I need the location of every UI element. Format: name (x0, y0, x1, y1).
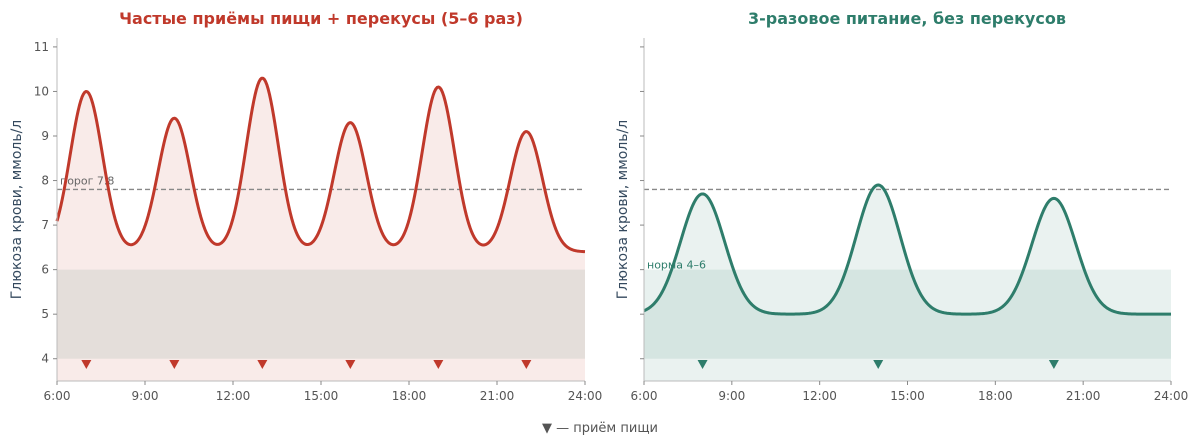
x-tick-label: 24:00 (1154, 389, 1189, 403)
normal-range-band (57, 269, 585, 359)
y-tick-label: 6 (41, 263, 49, 277)
x-tick-label: 12:00 (802, 389, 837, 403)
glucose-curve (643, 183, 1172, 316)
chart-title: Частые приёмы пищи + перекусы (5–6 раз) (119, 9, 523, 28)
meal-marker (521, 360, 532, 369)
meal-marker-legend: ▼ — приём пищи (542, 421, 658, 436)
meal-marker (697, 360, 708, 369)
x-tick-label: 21:00 (480, 389, 515, 403)
y-tick-label: 4 (41, 352, 49, 366)
y-tick-label: 5 (41, 307, 49, 321)
normal-range-band (644, 269, 1171, 359)
normal-range-label: норма 4–6 (647, 259, 706, 272)
y-tick-label: 8 (41, 174, 49, 188)
x-tick-label: 15:00 (890, 389, 925, 403)
x-tick-label: 18:00 (978, 389, 1013, 403)
x-tick-label: 21:00 (1066, 389, 1101, 403)
threshold-label: порог 7.8 (60, 174, 114, 187)
chart-frequent-meals: Частые приёмы пищи + перекусы (5–6 раз) п… (9, 9, 602, 403)
meal-marker (81, 360, 92, 369)
glucose-area-fill (644, 185, 1171, 381)
meal-marker (1048, 360, 1059, 369)
x-tick-label: 6:00 (631, 389, 658, 403)
y-tick-label: 7 (41, 218, 49, 232)
meal-marker (257, 360, 268, 369)
y-tick-label: 10 (34, 84, 49, 98)
chart-three-meals: 3-разовое питание, без перекусов норма 4–… (615, 9, 1188, 403)
chart-title: 3-разовое питание, без перекусов (748, 9, 1066, 28)
x-tick-label: 6:00 (44, 389, 71, 403)
meal-marker (345, 360, 356, 369)
x-tick-label: 9:00 (718, 389, 745, 403)
y-tick-label: 11 (34, 40, 49, 54)
meal-marker (873, 360, 884, 369)
x-tick-label: 15:00 (304, 389, 339, 403)
meal-marker (169, 360, 180, 369)
x-tick-label: 9:00 (132, 389, 159, 403)
y-tick-label: 9 (41, 129, 49, 143)
meal-marker (433, 360, 444, 369)
y-axis-label: Глюкоза крови, ммоль/л (615, 120, 631, 299)
y-axis-label: Глюкоза крови, ммоль/л (9, 120, 25, 299)
x-tick-label: 24:00 (568, 389, 603, 403)
glucose-curve (55, 76, 586, 254)
x-tick-label: 18:00 (392, 389, 427, 403)
x-tick-label: 12:00 (216, 389, 251, 403)
